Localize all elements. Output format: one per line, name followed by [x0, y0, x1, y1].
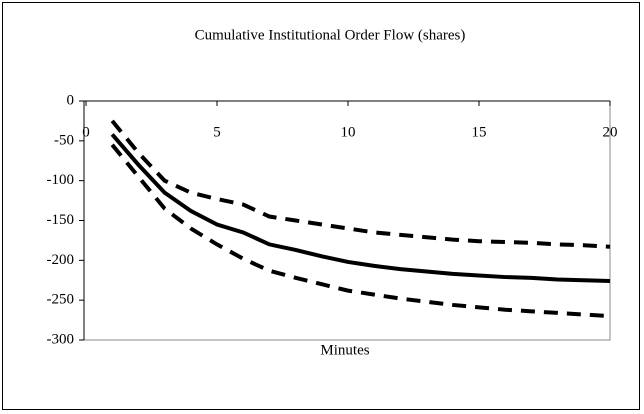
y-tick-label: -200: [47, 252, 75, 268]
x-tick-label: 5: [213, 124, 221, 140]
y-tick-label: -100: [47, 172, 75, 188]
x-tick-label: 10: [341, 124, 356, 140]
x-tick-label: 0: [82, 124, 90, 140]
x-axis-label: Minutes: [320, 342, 369, 358]
y-tick-label: -250: [47, 292, 75, 308]
chart-border: [2, 2, 640, 410]
line-series: [110, 143, 611, 319]
line-series: [110, 119, 611, 249]
line-series: [110, 133, 611, 284]
y-tick-label: -50: [54, 132, 74, 148]
y-tick-label: -150: [47, 212, 75, 228]
x-tick-label: 20: [603, 124, 618, 140]
y-tick-label: 0: [67, 92, 75, 108]
chart-title: Cumulative Institutional Order Flow (sha…: [195, 27, 466, 43]
y-tick-label: -300: [47, 331, 75, 347]
x-tick-label: 15: [472, 124, 487, 140]
